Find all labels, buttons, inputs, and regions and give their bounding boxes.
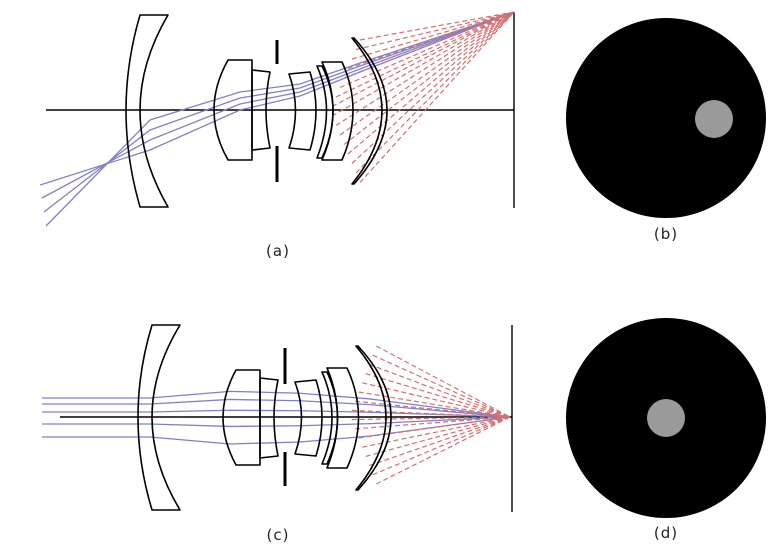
panel-c-reflected-ray xyxy=(355,400,511,418)
panel-b-spot xyxy=(695,100,733,138)
panel-a-lens-2 xyxy=(213,59,253,161)
panel-c-lens-2 xyxy=(222,369,261,466)
panel-a-rays xyxy=(39,11,515,227)
panel-c-reflected-ray xyxy=(372,354,511,418)
panel-d-spot xyxy=(647,399,685,437)
panel-b-spot-view: (b) xyxy=(566,18,766,243)
panel-c-ray xyxy=(42,416,511,428)
panel-c-reflected-ray xyxy=(375,416,511,485)
panel-a-ray xyxy=(41,11,515,199)
panel-c-reflected-ray xyxy=(369,416,511,467)
panel-a-lens-layout: (a) xyxy=(39,11,515,260)
panel-c-lens-6 xyxy=(326,367,360,469)
panel-c-reflected-ray xyxy=(375,345,511,418)
panel-c-caption: (c) xyxy=(267,526,290,544)
panel-c-reflected-rays xyxy=(351,345,511,485)
panel-a-reflected-ray xyxy=(347,11,515,155)
panel-d-spot-view: (d) xyxy=(566,318,766,542)
panel-a-reflected-ray xyxy=(359,11,515,183)
panel-a-reflected-ray xyxy=(335,11,515,98)
panel-a-reflected-ray xyxy=(351,11,515,60)
panel-a-reflected-ray xyxy=(339,11,515,136)
panel-c-ray xyxy=(42,398,511,418)
panel-a-reflected-ray xyxy=(339,11,515,89)
panel-c-reflected-ray xyxy=(365,373,511,418)
panel-b-caption: (b) xyxy=(654,225,678,243)
panel-c-reflected-ray xyxy=(369,363,511,418)
panel-a-reflected-ray xyxy=(355,11,515,174)
panel-d-caption: (d) xyxy=(654,524,678,542)
panel-c-reflected-ray xyxy=(355,416,511,430)
panel-a-reflected-ray xyxy=(355,11,515,51)
panel-a-caption: (a) xyxy=(266,242,290,260)
panel-a-reflected-ray xyxy=(347,11,515,70)
panel-c-lens-7 xyxy=(355,345,392,491)
panel-c-reflected-ray xyxy=(372,416,511,476)
panel-c-lens-3 xyxy=(259,377,279,459)
panel-c-reflected-ray xyxy=(365,416,511,457)
panel-c-lens-layout: (c) xyxy=(42,324,513,544)
panel-a-reflected-ray xyxy=(331,11,515,108)
panel-a-reflected-ray xyxy=(351,11,515,164)
panel-a-reflected-ray xyxy=(343,11,515,79)
panel-a-reflected-ray xyxy=(331,11,515,117)
panel-c-reflected-ray xyxy=(351,416,511,421)
panel-b-disc xyxy=(566,18,766,218)
panel-a-lens-6 xyxy=(321,61,354,161)
panel-c-ray xyxy=(42,390,511,418)
panel-a-reflected-ray xyxy=(359,11,515,41)
panel-a-lens-3 xyxy=(251,69,271,151)
panel-a-reflected-rays xyxy=(331,11,515,183)
panel-a-meniscus-lens-1 xyxy=(125,14,169,208)
panel-c-lens-5 xyxy=(321,371,339,465)
panel-c-reflected-ray xyxy=(351,409,511,418)
panel-a-ray xyxy=(43,11,515,213)
panel-c-lens-4 xyxy=(294,379,323,457)
panel-a-reflected-ray xyxy=(335,11,515,127)
panel-a-ray xyxy=(45,11,515,227)
panel-a-lens-4 xyxy=(288,71,317,151)
panel-c-reflected-ray xyxy=(362,382,511,418)
panel-a-lens-7 xyxy=(351,37,388,185)
panel-c-ray xyxy=(42,409,511,418)
panel-c-meniscus-lens-1 xyxy=(137,324,181,511)
panel-a-reflected-ray xyxy=(343,11,515,145)
